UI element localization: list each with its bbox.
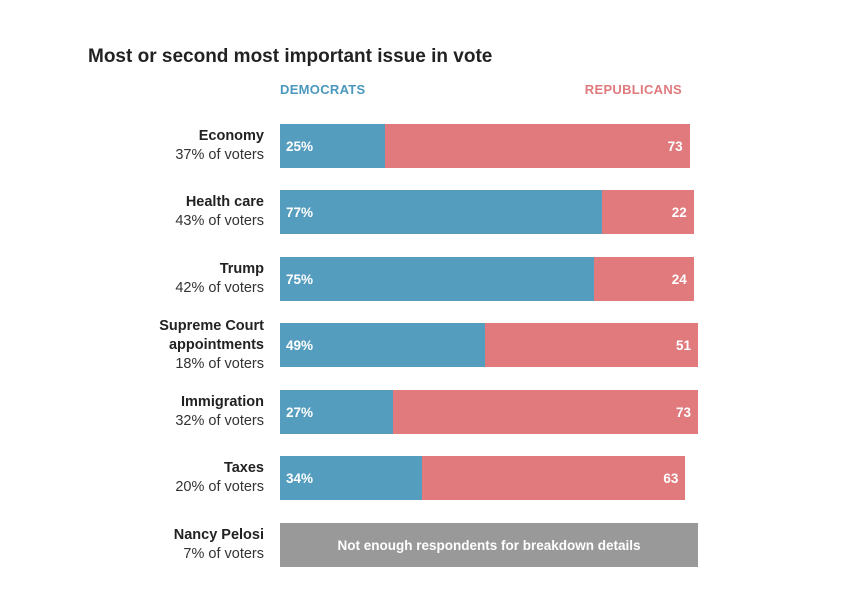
bar-republicans: 24 <box>593 257 694 301</box>
bar-democrats: 27% <box>280 390 393 434</box>
category-share: 42% of voters <box>175 280 264 296</box>
bar-democrats: 34% <box>280 456 423 500</box>
stacked-bar: 25% 73 <box>280 124 690 168</box>
bar-democrats: 25% <box>280 124 385 168</box>
bar-republicans: 73 <box>384 124 690 168</box>
category-label: Supreme Court appointments 18% of voters <box>159 312 264 378</box>
category-label: Health care 43% of voters <box>175 190 264 234</box>
category-name: Nancy Pelosi <box>173 527 264 543</box>
data-label-democrats: 34% <box>286 470 314 486</box>
bar-republicans: 63 <box>422 456 686 500</box>
stacked-bar: 34% 63 <box>280 456 686 500</box>
stacked-bar: 77% 22 <box>280 190 694 234</box>
bar-republicans: 51 <box>484 323 698 367</box>
stacked-bar: 49% 51 <box>280 323 698 367</box>
category-name: Economy <box>198 128 264 144</box>
category-label: Taxes 20% of voters <box>175 456 264 500</box>
category-label: Nancy Pelosi 7% of voters <box>174 523 264 567</box>
bar-republicans: 73 <box>392 390 698 434</box>
chart-row: Taxes 20% of voters 34% 63 <box>0 456 846 500</box>
data-label-republicans: 73 <box>675 404 691 420</box>
data-label-democrats: 27% <box>286 404 314 420</box>
bar-democrats: 75% <box>280 257 594 301</box>
category-name: Health care <box>185 194 264 210</box>
data-label-republicans: 24 <box>671 271 687 287</box>
bar-democrats: 77% <box>280 190 602 234</box>
chart-title: Most or second most important issue in v… <box>88 46 493 67</box>
data-label-republicans: 22 <box>671 204 687 220</box>
stacked-bar: 27% 73 <box>280 390 698 434</box>
chart-row: Economy 37% of voters 25% 73 <box>0 124 846 168</box>
category-name: Taxes <box>223 460 264 476</box>
legend-democrats: DEMOCRATS <box>280 82 366 97</box>
category-share: 7% of voters <box>183 546 264 562</box>
chart-row: Nancy Pelosi 7% of voters Not enough respo… <box>0 523 846 567</box>
chart-row: Immigration 32% of voters 27% 73 <box>0 390 846 434</box>
category-share: 43% of voters <box>175 213 264 229</box>
chart-row: Supreme Court appointments 18% of voters 49… <box>0 318 846 372</box>
category-share: 20% of voters <box>175 479 264 495</box>
legend-republicans: REPUBLICANS <box>584 82 682 97</box>
data-label-republicans: 51 <box>675 337 691 353</box>
data-label-republicans: 73 <box>667 138 683 154</box>
data-label-democrats: 77% <box>286 204 314 220</box>
chart-row: Trump 42% of voters 75% 24 <box>0 257 846 301</box>
chart-row: Health care 43% of voters 77% 22 <box>0 190 846 234</box>
data-label-democrats: 75% <box>286 271 314 287</box>
no-data-bar: Not enough respondents for breakdown det… <box>280 523 698 567</box>
stacked-bar: 75% 24 <box>280 257 694 301</box>
category-name: Immigration <box>181 394 264 410</box>
data-label-democrats: 25% <box>286 138 314 154</box>
category-name: Trump <box>219 261 264 277</box>
category-label: Economy 37% of voters <box>175 124 264 168</box>
category-name: Supreme Court <box>159 317 264 334</box>
category-label: Trump 42% of voters <box>175 257 264 301</box>
category-share: 18% of voters <box>175 355 264 372</box>
category-share: 32% of voters <box>175 413 264 429</box>
category-label: Immigration 32% of voters <box>175 390 264 434</box>
bar-republicans: 22 <box>601 190 694 234</box>
data-label-republicans: 63 <box>663 470 679 486</box>
category-share: 37% of voters <box>175 147 264 163</box>
data-label-democrats: 49% <box>286 337 314 353</box>
category-name: appointments <box>168 336 264 353</box>
bar-democrats: 49% <box>280 323 485 367</box>
